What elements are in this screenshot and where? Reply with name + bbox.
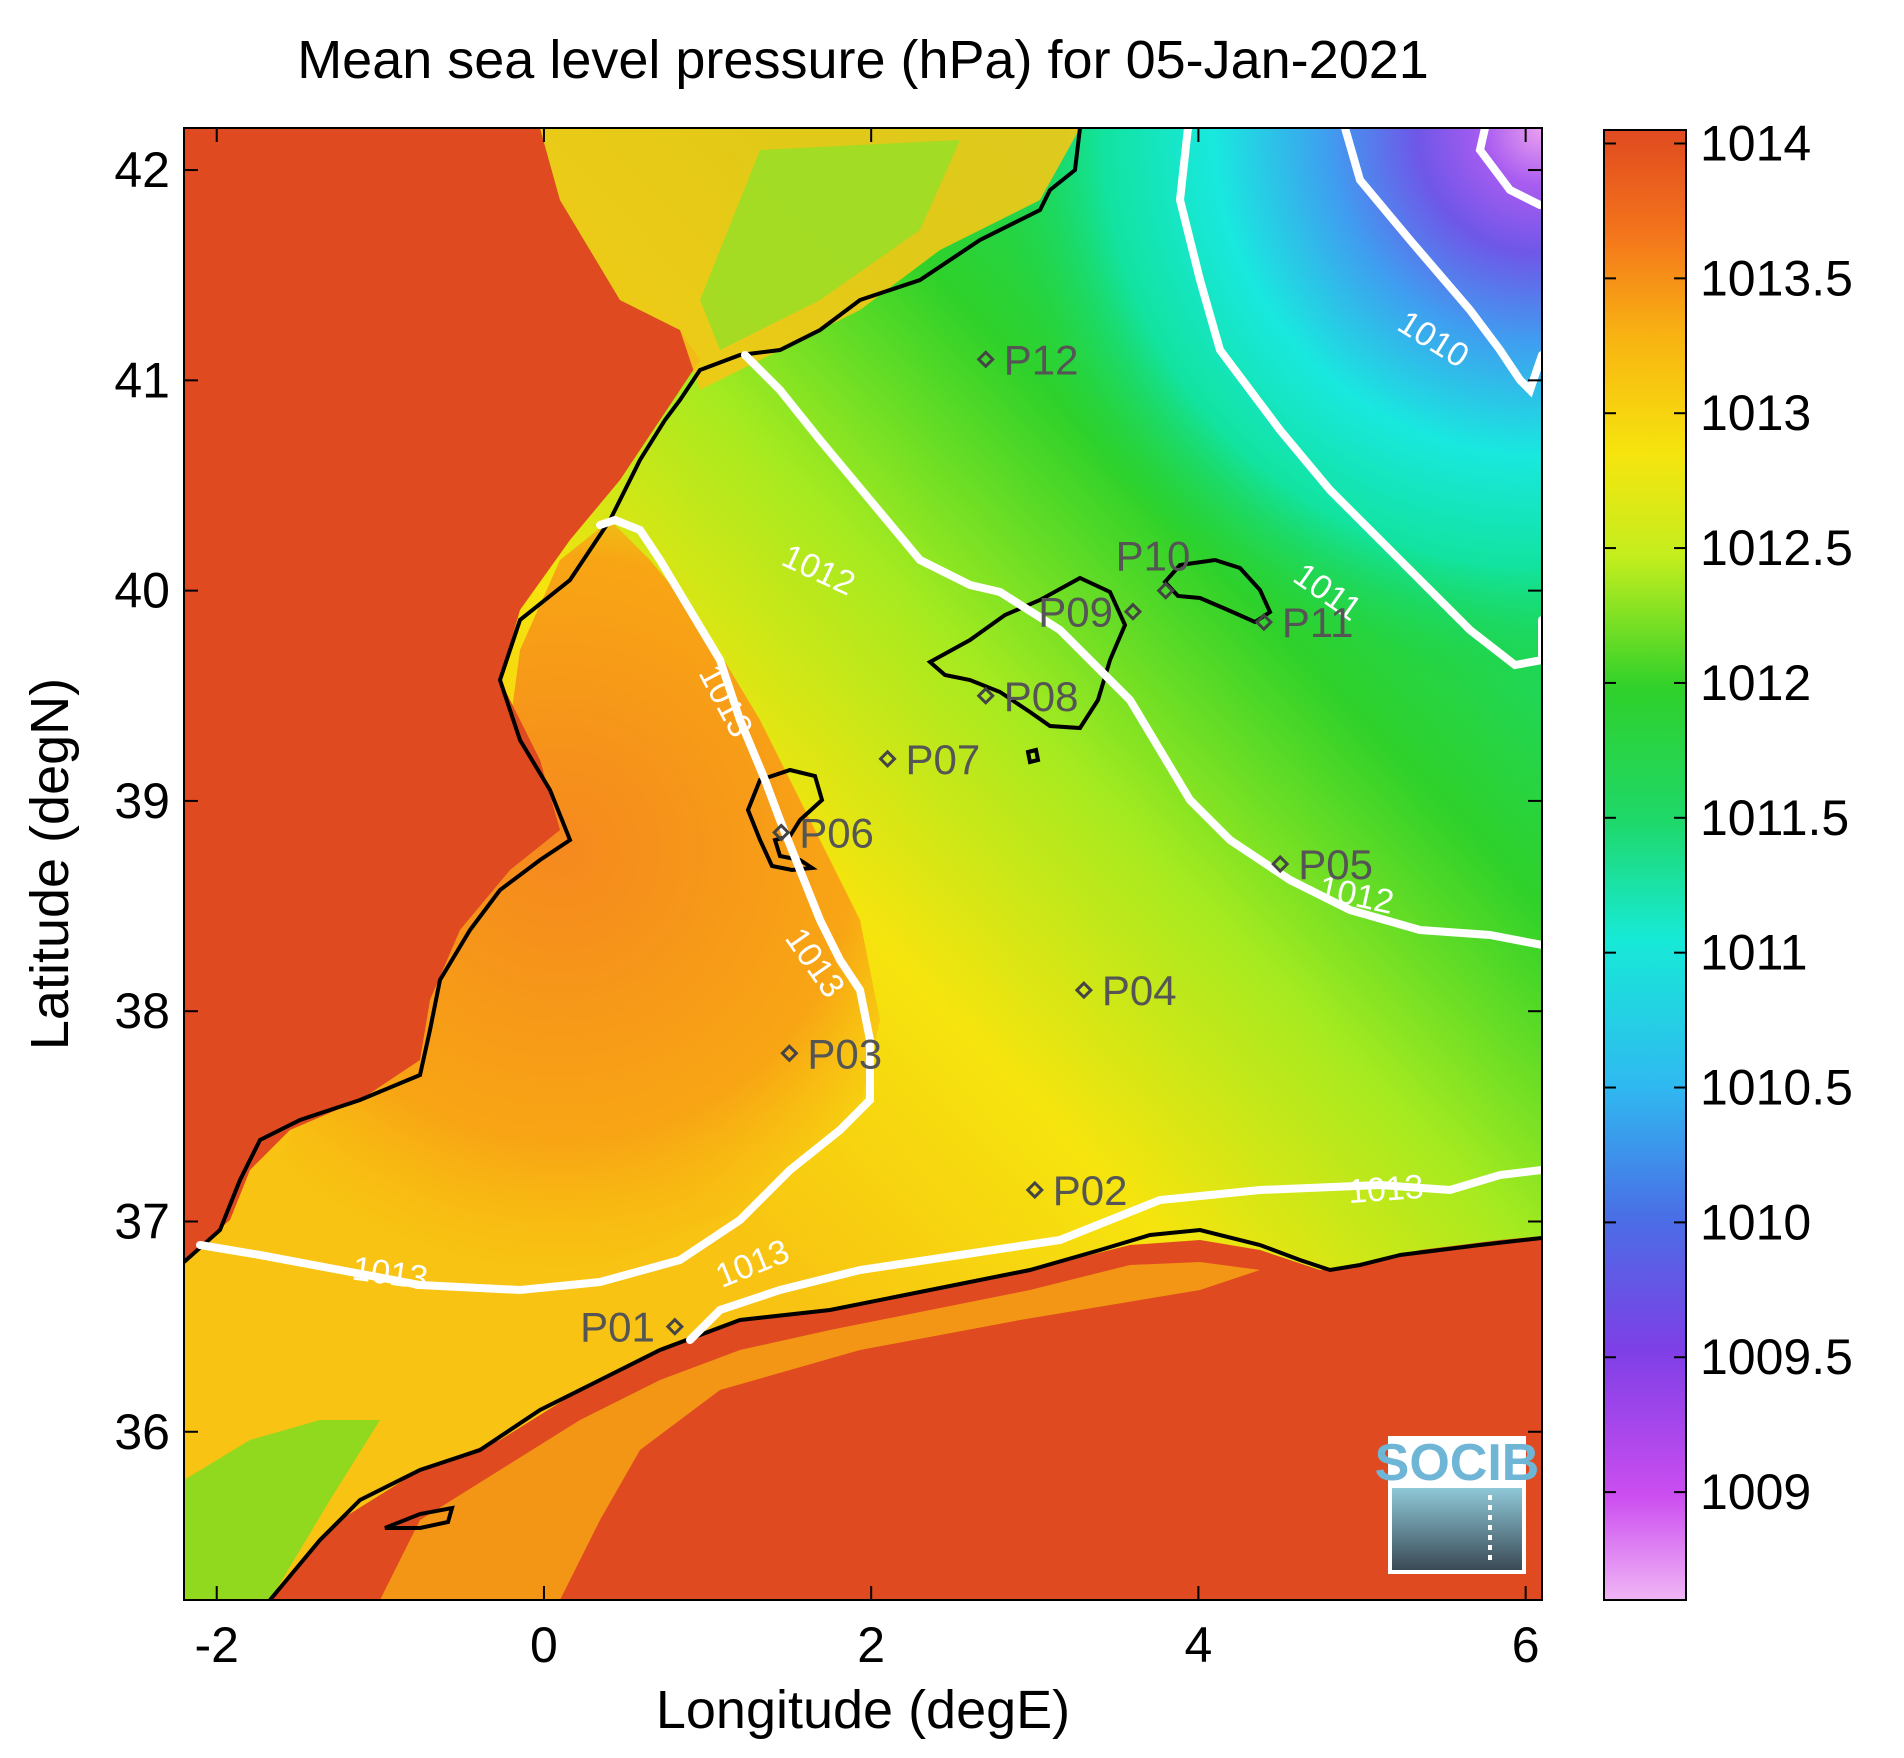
station-label: P06 xyxy=(799,809,874,856)
station-marker xyxy=(878,749,897,768)
station-label: P04 xyxy=(1102,967,1177,1014)
isobar-contours xyxy=(196,128,1542,1344)
colorbar-tick-label: 1013.5 xyxy=(1700,250,1853,306)
iberia-land xyxy=(184,128,700,1260)
ibiza-island xyxy=(745,767,825,873)
y-tick-label: 42 xyxy=(114,142,170,198)
x-tick-label: 6 xyxy=(1512,1617,1540,1673)
colorbar-tick-label: 1012 xyxy=(1700,655,1811,711)
north-africa-green xyxy=(184,1420,380,1600)
colorbar-ticks: 1009 1009.5 1010 1010.5 1011 1011.5 1012 1012.5… xyxy=(1604,115,1853,1520)
colorbar-tick-label: 1012.5 xyxy=(1700,520,1853,576)
y-tick-label: 38 xyxy=(114,983,170,1039)
colorbar xyxy=(1603,129,1687,1601)
y-tick-label: 37 xyxy=(114,1193,170,1249)
y-axis-label: Latitude (degN) xyxy=(20,678,80,1050)
contour-label: 1013 xyxy=(1347,1168,1425,1211)
station-marker xyxy=(1025,1180,1044,1200)
x-axis: -2 0 2 4 6 xyxy=(194,128,1540,1673)
station-marker xyxy=(780,1044,799,1063)
station-label: P02 xyxy=(1053,1167,1128,1214)
station-marker xyxy=(665,1317,684,1336)
station-label: P01 xyxy=(580,1304,655,1351)
y-tick-label: 41 xyxy=(114,352,170,408)
plot-frame xyxy=(183,127,1543,1601)
socib-logo: SOCIB xyxy=(1375,1434,1540,1574)
station-marker xyxy=(1156,581,1175,600)
x-tick-label: 2 xyxy=(857,1617,885,1673)
colorbar-tick-label: 1010.5 xyxy=(1700,1060,1853,1116)
isobar-1009-5 xyxy=(1475,128,1542,209)
isobar-1013-south xyxy=(686,1166,1542,1344)
colorbar-tick-label: 1011.5 xyxy=(1700,790,1849,846)
station-marker xyxy=(976,686,995,705)
station-label: P12 xyxy=(1004,336,1079,383)
station-marker xyxy=(1271,854,1290,874)
station-label: P09 xyxy=(1038,589,1113,636)
colorbar-tick-label: 1011 xyxy=(1700,925,1808,981)
colorbar-tick-label: 1013 xyxy=(1700,385,1811,441)
station-label: P05 xyxy=(1298,841,1373,888)
colorbar-tick-label: 1010 xyxy=(1700,1194,1811,1250)
iberia-coast-band-green xyxy=(700,140,960,350)
africa-coast-band xyxy=(380,1262,1260,1600)
station-marker xyxy=(1123,602,1143,621)
iberia-coastline xyxy=(184,128,1082,1264)
isobar-1012 xyxy=(741,351,1542,949)
isobar-1011 xyxy=(1175,128,1542,670)
map-plot: SOCIB 1013 101310131013101310121012101110… xyxy=(184,128,1542,1600)
station-marker xyxy=(772,823,791,842)
colorbar-tick-label: 1014 xyxy=(1700,115,1811,171)
station-marker xyxy=(1254,613,1273,632)
menorca-island xyxy=(1162,557,1273,625)
station-label: P03 xyxy=(807,1030,882,1077)
cabrera-island xyxy=(1025,747,1041,765)
station-label: P10 xyxy=(1116,533,1191,580)
alboran-island xyxy=(384,1505,455,1530)
station-label: P11 xyxy=(1282,599,1354,646)
colorbar-tick-label: 1009.5 xyxy=(1700,1329,1853,1385)
y-tick-label: 36 xyxy=(114,1404,170,1460)
x-tick-label: 0 xyxy=(530,1617,558,1673)
station-marker xyxy=(1074,981,1094,1000)
logo-text: SOCIB xyxy=(1375,1434,1540,1492)
africa-coastline xyxy=(268,1227,1542,1600)
y-tick-label: 39 xyxy=(114,773,170,829)
orange-basin xyxy=(240,520,880,1290)
isobar-1013-south-west xyxy=(196,515,874,1295)
station-label: P08 xyxy=(1004,673,1079,720)
x-tick-label: 4 xyxy=(1185,1617,1213,1673)
x-axis-label: Longitude (degE) xyxy=(656,1680,1070,1740)
colorbar-tick-label: 1009 xyxy=(1700,1464,1811,1520)
station-marker xyxy=(976,350,995,369)
station-label: P07 xyxy=(906,736,981,783)
chart-title: Mean sea level pressure (hPa) for 05-Jan… xyxy=(297,30,1429,90)
y-tick-label: 40 xyxy=(114,563,170,619)
x-tick-label: -2 xyxy=(194,1617,238,1673)
isobar-1010 xyxy=(1341,128,1542,398)
y-axis: 36 37 38 39 40 41 42 xyxy=(114,142,1542,1460)
